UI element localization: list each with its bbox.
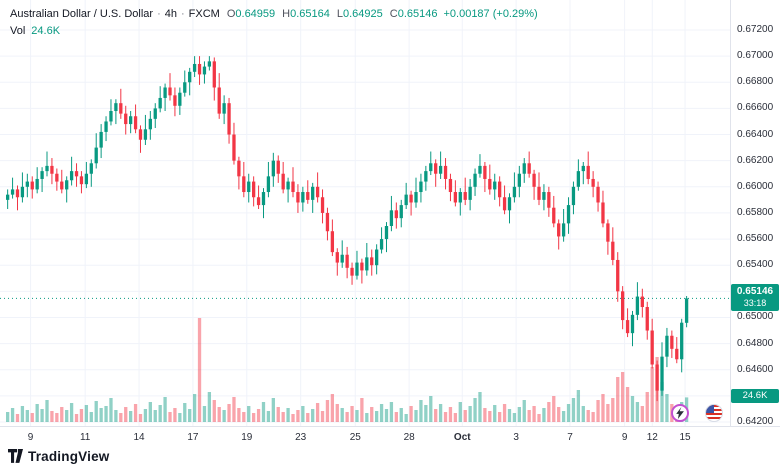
time-tick-label: 9 — [27, 432, 34, 443]
tradingview-brand-text: TradingView — [28, 449, 110, 464]
price-axis[interactable]: 0.67200 0.67000 0.66800 0.66600 0.66400 0.662… — [730, 0, 780, 427]
change-value: +0.00187 (+0.29%) — [443, 8, 538, 20]
lightning-bolt-glyph — [675, 407, 684, 419]
price-tick-label: 0.66800 — [737, 76, 774, 88]
price-tick-label: 0.67000 — [737, 50, 774, 62]
time-tick-label: 9 — [621, 432, 628, 443]
time-tick-label: 23 — [295, 432, 307, 443]
open-value: 0.64959 — [235, 8, 276, 20]
header-separator: · — [180, 8, 185, 20]
grid-layer — [0, 0, 730, 426]
low-value: 0.64925 — [343, 8, 383, 20]
volume-layer — [6, 318, 689, 422]
current-price-label: 0.65146 33:18 — [731, 284, 779, 312]
time-tick-label: 17 — [187, 432, 199, 443]
time-tick-label: 3 — [513, 432, 519, 443]
time-tick-label: 7 — [567, 432, 573, 443]
price-tick-label: 0.65400 — [737, 259, 774, 271]
current-price-value: 0.65146 — [736, 286, 774, 298]
candlestick-plot[interactable] — [0, 0, 730, 426]
price-tick-label: 0.64600 — [737, 363, 774, 375]
price-tick-label: 0.66200 — [737, 154, 774, 166]
flag-canton — [706, 405, 714, 413]
close-value: 0.65146 — [397, 8, 438, 20]
time-tick-label: 19 — [241, 432, 253, 443]
high-label: H — [282, 8, 291, 20]
volume-indicator-value: 24.6K — [31, 25, 61, 37]
tradingview-logo-mark — [8, 449, 23, 463]
interval-value[interactable]: 4h — [164, 8, 177, 20]
price-tick-label: 0.67200 — [737, 24, 774, 35]
price-tick-label: 0.65600 — [737, 233, 774, 245]
low-label: L — [336, 8, 343, 20]
lightning-icon[interactable] — [671, 404, 689, 422]
symbol-title[interactable]: Australian Dollar / U.S. Dollar — [10, 8, 154, 20]
price-tick-label: 0.66000 — [737, 180, 774, 192]
time-axis[interactable]: 9 11 14 17 19 23 25 28 Oct 3 7 9 12 15 — [0, 426, 780, 449]
header-separator: · — [157, 8, 161, 20]
volume-indicator-label[interactable]: Vol — [10, 25, 26, 37]
volume-value-label: 24.6K — [731, 389, 779, 404]
price-tick-label: 0.65800 — [737, 206, 774, 218]
price-tick-label: 0.64800 — [737, 337, 774, 349]
symbol-header: Australian Dollar / U.S. Dollar · 4h · FXCM O… — [10, 8, 538, 38]
time-tick-label: 11 — [79, 432, 91, 443]
time-tick-label: 12 — [646, 432, 658, 443]
price-tick-label: 0.64200 — [737, 416, 774, 427]
price-tick-label: 0.65000 — [737, 311, 774, 323]
price-tick-label: 0.66600 — [737, 102, 774, 114]
price-tick-label: 0.66400 — [737, 128, 774, 140]
time-tick-label: Oct — [453, 432, 471, 443]
us-flag-icon[interactable] — [705, 404, 723, 422]
time-tick-label: 25 — [349, 432, 361, 443]
tradingview-logo[interactable]: TradingView — [8, 449, 109, 464]
bar-countdown: 33:18 — [743, 298, 767, 309]
candle-layer — [6, 56, 689, 402]
open-label: O — [226, 8, 236, 20]
close-label: C — [389, 8, 398, 20]
time-tick-label: 15 — [679, 432, 691, 443]
exchange-name[interactable]: FXCM — [188, 8, 220, 20]
time-tick-label: 14 — [133, 432, 145, 443]
time-tick-label: 28 — [403, 432, 415, 443]
high-value: 0.65164 — [290, 8, 330, 20]
